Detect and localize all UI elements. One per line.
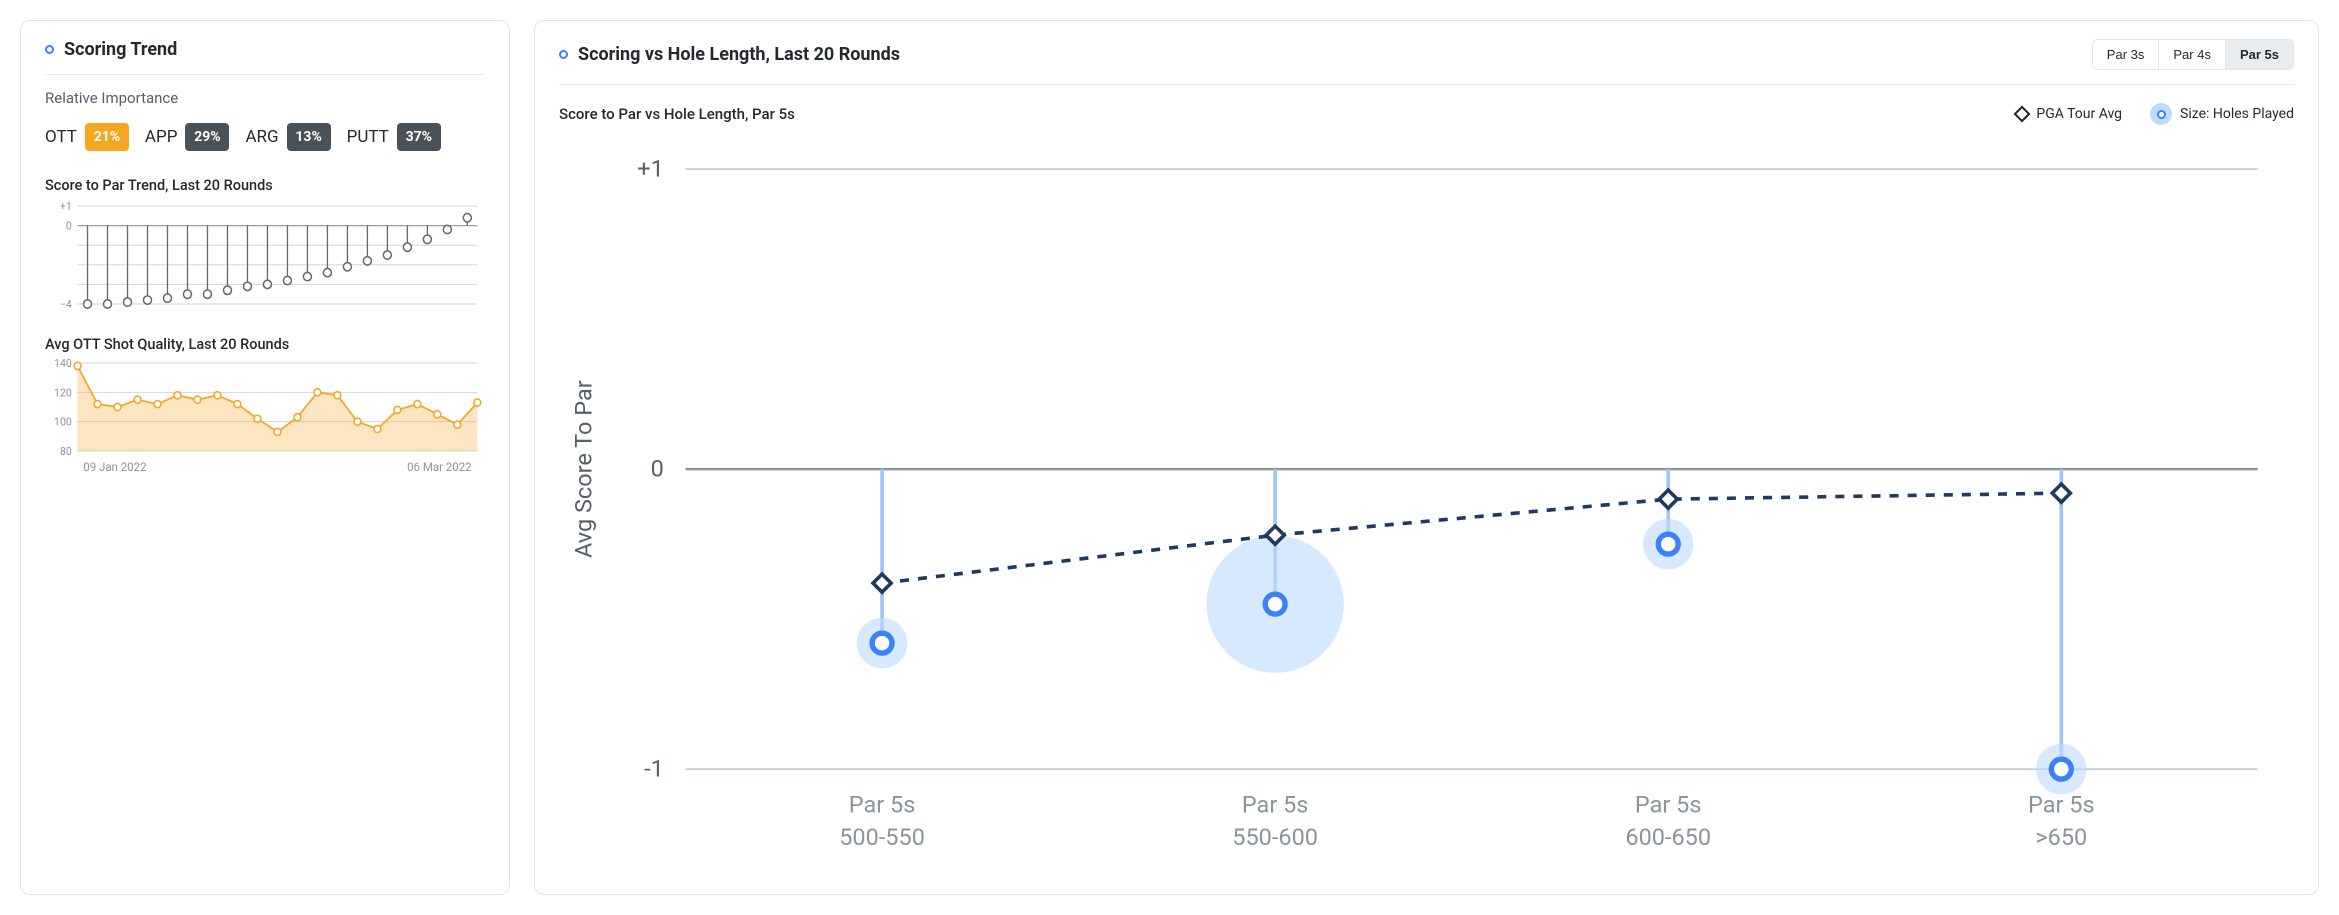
svg-text:0: 0 xyxy=(66,219,72,232)
svg-text:600-650: 600-650 xyxy=(1625,823,1711,851)
legend-bubble: Size: Holes Played xyxy=(2150,103,2294,125)
scoring-trend-title-text: Scoring Trend xyxy=(64,39,177,60)
hole-length-chart: Avg Score To Par +1 0 -1 Par 5s 500-550 Par 5s… xyxy=(559,133,2294,874)
ott-quality-chart: 80 100 120 140 09 Jan 2022 06 Mar 2022 xyxy=(45,359,485,479)
hole-length-subtitle: Score to Par vs Hole Length, Par 5s xyxy=(559,105,795,123)
legend: PGA Tour Avg Size: Holes Played xyxy=(2016,103,2294,125)
hole-length-title-text: Scoring vs Hole Length, Last 20 Rounds xyxy=(578,44,900,65)
svg-text:Par 5s: Par 5s xyxy=(2028,791,2095,819)
scoring-trend-title: Scoring Trend xyxy=(45,39,177,60)
svg-text:140: 140 xyxy=(54,359,72,370)
ott-quality-title: Avg OTT Shot Quality, Last 20 Rounds xyxy=(45,336,485,353)
hole-length-card: Scoring vs Hole Length, Last 20 Rounds P… xyxy=(534,20,2319,895)
par-tab[interactable]: Par 4s xyxy=(2158,40,2225,69)
svg-text:-1: -1 xyxy=(644,754,664,782)
score-trend-title: Score to Par Trend, Last 20 Rounds xyxy=(45,177,485,194)
svg-text:09 Jan 2022: 09 Jan 2022 xyxy=(83,460,147,474)
divider xyxy=(45,74,485,75)
hole-length-title: Scoring vs Hole Length, Last 20 Rounds xyxy=(559,44,900,65)
svg-text:>650: >650 xyxy=(2035,823,2087,851)
svg-text:+1: +1 xyxy=(60,200,72,213)
importance-item: APP 29% xyxy=(145,123,230,151)
importance-item: ARG 13% xyxy=(245,123,330,151)
par-tabs: Par 3sPar 4sPar 5s xyxy=(2092,39,2294,70)
svg-text:500-550: 500-550 xyxy=(839,823,925,851)
scoring-trend-card: Scoring Trend Relative Importance OTT 21%… xyxy=(20,20,510,895)
importance-chip: 21% xyxy=(85,123,129,151)
importance-item: OTT 21% xyxy=(45,123,129,151)
bullet-icon xyxy=(45,45,54,54)
relative-importance-row: OTT 21% APP 29% ARG 13% PUTT 37% xyxy=(45,123,485,151)
relative-importance-heading: Relative Importance xyxy=(45,89,485,107)
importance-label: APP xyxy=(145,127,178,147)
svg-text:Par 5s: Par 5s xyxy=(849,791,916,819)
legend-pga-label: PGA Tour Avg xyxy=(2036,106,2122,122)
bubble-icon xyxy=(2150,103,2172,125)
diamond-icon xyxy=(2014,106,2031,123)
legend-pga: PGA Tour Avg xyxy=(2016,106,2122,122)
svg-text:06 Mar 2022: 06 Mar 2022 xyxy=(407,460,472,474)
bullet-icon xyxy=(559,50,568,59)
score-trend-chart: +1 0 −4 xyxy=(45,200,485,310)
importance-chip: 29% xyxy=(185,123,229,151)
svg-text:0: 0 xyxy=(651,454,664,482)
legend-bubble-label: Size: Holes Played xyxy=(2180,106,2294,122)
importance-label: PUTT xyxy=(347,127,389,147)
importance-label: ARG xyxy=(245,127,278,147)
importance-chip: 37% xyxy=(397,123,441,151)
svg-text:+1: +1 xyxy=(637,154,664,182)
svg-text:Par 5s: Par 5s xyxy=(1635,791,1702,819)
svg-text:100: 100 xyxy=(54,415,72,428)
importance-chip: 13% xyxy=(287,123,331,151)
svg-text:80: 80 xyxy=(60,445,72,458)
svg-text:120: 120 xyxy=(54,386,72,399)
importance-label: OTT xyxy=(45,127,77,147)
svg-text:Avg Score To Par: Avg Score To Par xyxy=(570,380,598,558)
svg-text:Par 5s: Par 5s xyxy=(1242,791,1309,819)
par-tab[interactable]: Par 5s xyxy=(2225,40,2293,69)
svg-text:−4: −4 xyxy=(60,298,72,310)
svg-text:550-600: 550-600 xyxy=(1232,823,1318,851)
divider xyxy=(559,84,2294,85)
par-tab[interactable]: Par 3s xyxy=(2093,40,2159,69)
importance-item: PUTT 37% xyxy=(347,123,441,151)
